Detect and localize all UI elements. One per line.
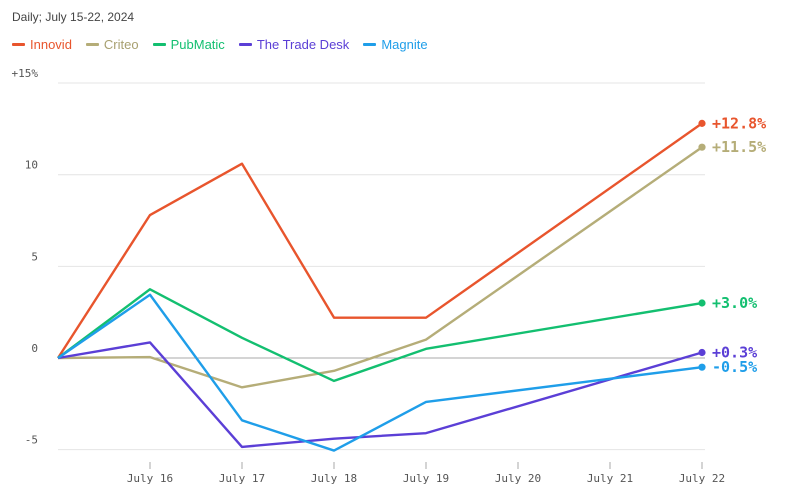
series-end-label: +11.5% bbox=[712, 138, 766, 156]
series-line bbox=[57, 146, 703, 389]
legend-label: PubMatic bbox=[170, 37, 225, 52]
x-tick-label: July 17 bbox=[219, 472, 265, 485]
legend-label: Magnite bbox=[381, 37, 428, 52]
x-tick-label: July 21 bbox=[587, 472, 633, 485]
legend-item-pubmatic: PubMatic bbox=[152, 37, 225, 52]
y-tick-label: 10 bbox=[25, 159, 38, 172]
series-line bbox=[57, 293, 703, 452]
legend-label: The Trade Desk bbox=[256, 37, 350, 52]
legend-swatch bbox=[238, 43, 252, 46]
x-tick-label: July 22 bbox=[679, 472, 725, 485]
legend-label: Criteo bbox=[103, 37, 139, 52]
series-line bbox=[57, 288, 703, 383]
y-tick-label: 0 bbox=[31, 342, 38, 355]
chart-subtitle: Daily; July 15-22, 2024 bbox=[12, 10, 135, 24]
y-tick-label: 5 bbox=[31, 250, 38, 263]
legend-item-criteo: Criteo bbox=[85, 37, 139, 52]
legend-swatch bbox=[12, 43, 25, 46]
series-end-point bbox=[698, 348, 706, 357]
y-tick-label: -5 bbox=[25, 434, 38, 447]
series-end-point bbox=[698, 299, 706, 307]
series-end-point bbox=[698, 363, 706, 371]
series-end-label: +0.3% bbox=[712, 344, 757, 362]
x-tick-label: July 20 bbox=[495, 472, 541, 485]
series-end-point bbox=[698, 143, 706, 151]
x-tick-label: July 16 bbox=[127, 472, 173, 485]
legend-label: Innovid bbox=[30, 37, 72, 52]
legend-item-the-trade-desk: The Trade Desk bbox=[238, 37, 350, 52]
legend-swatch bbox=[363, 43, 377, 46]
series-line bbox=[56, 122, 703, 359]
legend: Innovid Criteo PubMatic The Trade Desk M… bbox=[12, 37, 428, 52]
series-end-label: -0.5% bbox=[712, 358, 757, 376]
x-tick-label: July 18 bbox=[311, 472, 357, 485]
y-tick-label: +15% bbox=[12, 67, 39, 80]
x-tick-label: July 19 bbox=[403, 472, 449, 485]
legend-swatch bbox=[85, 43, 99, 46]
legend-swatch bbox=[152, 43, 166, 46]
series-line bbox=[57, 341, 703, 449]
series-end-label: +3.0% bbox=[712, 294, 757, 312]
series-end-point bbox=[698, 119, 706, 127]
series-end-label: +12.8% bbox=[712, 114, 766, 132]
legend-item-innovid: Innovid bbox=[12, 37, 72, 52]
legend-item-magnite: Magnite bbox=[363, 37, 428, 52]
